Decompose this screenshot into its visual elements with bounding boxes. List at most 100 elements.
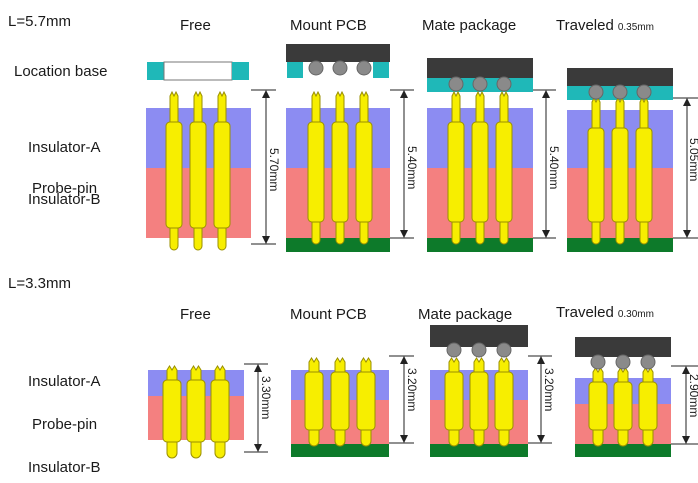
- dimension-traveled-5-7: 5.05mm: [673, 97, 698, 239]
- probe-pin: [587, 96, 605, 245]
- lower-plunger: [451, 221, 461, 245]
- dimension-label: 5.70mm: [267, 148, 281, 191]
- dimension-free-3-3: 3.30mm: [244, 363, 273, 453]
- upper-plunger: [592, 367, 604, 383]
- lower-plunger: [190, 441, 202, 459]
- barrel: [331, 121, 349, 223]
- upper-plunger: [334, 357, 346, 373]
- solder-ball: [308, 60, 324, 76]
- lower-plunger: [498, 429, 510, 447]
- upper-plunger: [169, 90, 179, 123]
- solder-ball: [588, 84, 604, 100]
- upper-plunger: [193, 90, 203, 123]
- solder-ball: [640, 354, 656, 370]
- solder-balls-section-1: [308, 60, 652, 100]
- dimension-label: 3.30mm: [259, 376, 273, 419]
- lower-plunger: [359, 221, 369, 245]
- solder-ball: [446, 342, 462, 358]
- solder-ball: [590, 354, 606, 370]
- probe-pins-section-2: [162, 357, 658, 459]
- location-base-left-pad: [287, 62, 303, 78]
- location-base-right-pad: [373, 62, 389, 78]
- dimension-label: 5.40mm: [405, 146, 419, 189]
- lower-plunger: [214, 441, 226, 459]
- lower-plunger: [335, 221, 345, 245]
- lower-plunger: [193, 227, 203, 251]
- lower-plunger: [308, 429, 320, 447]
- solder-ball: [471, 342, 487, 358]
- lower-plunger: [217, 227, 227, 251]
- upper-plunger: [166, 365, 178, 381]
- lower-plunger: [499, 221, 509, 245]
- state-title-free: Free: [180, 306, 211, 323]
- state-title-mount-pcb: Mount PCB: [290, 17, 367, 34]
- upper-plunger: [498, 357, 510, 373]
- lower-plunger: [615, 221, 625, 245]
- probe-pin: [307, 90, 325, 245]
- lower-plunger: [617, 429, 629, 447]
- lower-plunger: [592, 429, 604, 447]
- probe-pin: [495, 90, 513, 245]
- state-title-traveled: Traveled 0.30mm: [556, 304, 654, 321]
- barrel: [638, 381, 658, 431]
- lower-plunger: [639, 221, 649, 245]
- solder-ball: [612, 84, 628, 100]
- lower-plunger: [475, 221, 485, 245]
- lower-plunger: [360, 429, 372, 447]
- solder-ball: [615, 354, 631, 370]
- traveled-title-text: Traveled: [556, 17, 614, 34]
- traveled-title-text: Traveled: [556, 304, 614, 321]
- probe-pin: [165, 90, 183, 251]
- barrel: [307, 121, 325, 223]
- dimension-label: 5.05mm: [687, 138, 698, 181]
- lower-plunger: [473, 429, 485, 447]
- upper-plunger: [642, 367, 654, 383]
- package: [575, 337, 671, 357]
- dimension-label: 5.40mm: [547, 146, 561, 189]
- upper-plunger: [499, 90, 509, 123]
- upper-plunger: [359, 90, 369, 123]
- dimension-mate-package-3-3: 3.20mm: [528, 355, 556, 444]
- state-title-mate-package: Mate package: [422, 17, 516, 34]
- barrel: [613, 381, 633, 431]
- dimension-label: 2.90mm: [687, 374, 698, 417]
- package: [427, 58, 533, 78]
- lower-plunger: [642, 429, 654, 447]
- barrel: [471, 121, 489, 223]
- probe-pin: [162, 365, 182, 459]
- barrel: [355, 121, 373, 223]
- upper-plunger: [591, 96, 601, 129]
- upper-plunger: [308, 357, 320, 373]
- probe-pin: [447, 90, 465, 245]
- solder-ball: [496, 342, 512, 358]
- label-location-base: Location base: [14, 63, 107, 80]
- location-base-window: [163, 61, 233, 81]
- traveled-note: 0.35mm: [618, 22, 654, 33]
- probe-pin: [355, 90, 373, 245]
- probe-pin: [613, 367, 633, 447]
- barrel: [495, 121, 513, 223]
- barrel: [213, 121, 231, 229]
- probe-pin: [330, 357, 350, 447]
- label-insulator-b: Insulator-B: [28, 459, 101, 476]
- upper-plunger: [214, 365, 226, 381]
- barrel: [186, 379, 206, 443]
- solder-ball: [332, 60, 348, 76]
- barrel: [189, 121, 207, 229]
- probe-pin: [611, 96, 629, 245]
- upper-plunger: [617, 367, 629, 383]
- upper-plunger: [451, 90, 461, 123]
- probe-pin: [304, 357, 324, 447]
- barrel: [469, 371, 489, 431]
- pcb: [291, 444, 389, 457]
- dimension-mount-pcb-3-3: 3.20mm: [389, 355, 419, 444]
- dimension-free-5-7: 5.70mm: [251, 89, 281, 245]
- barrel: [304, 371, 324, 431]
- solder-balls-section-2: [446, 342, 656, 370]
- lower-plunger: [169, 227, 179, 251]
- barrel: [162, 379, 182, 443]
- label-probe-pin: Probe-pin: [32, 180, 97, 197]
- probe-pin: [186, 365, 206, 459]
- length-label-5-7: L=5.7mm: [8, 13, 71, 30]
